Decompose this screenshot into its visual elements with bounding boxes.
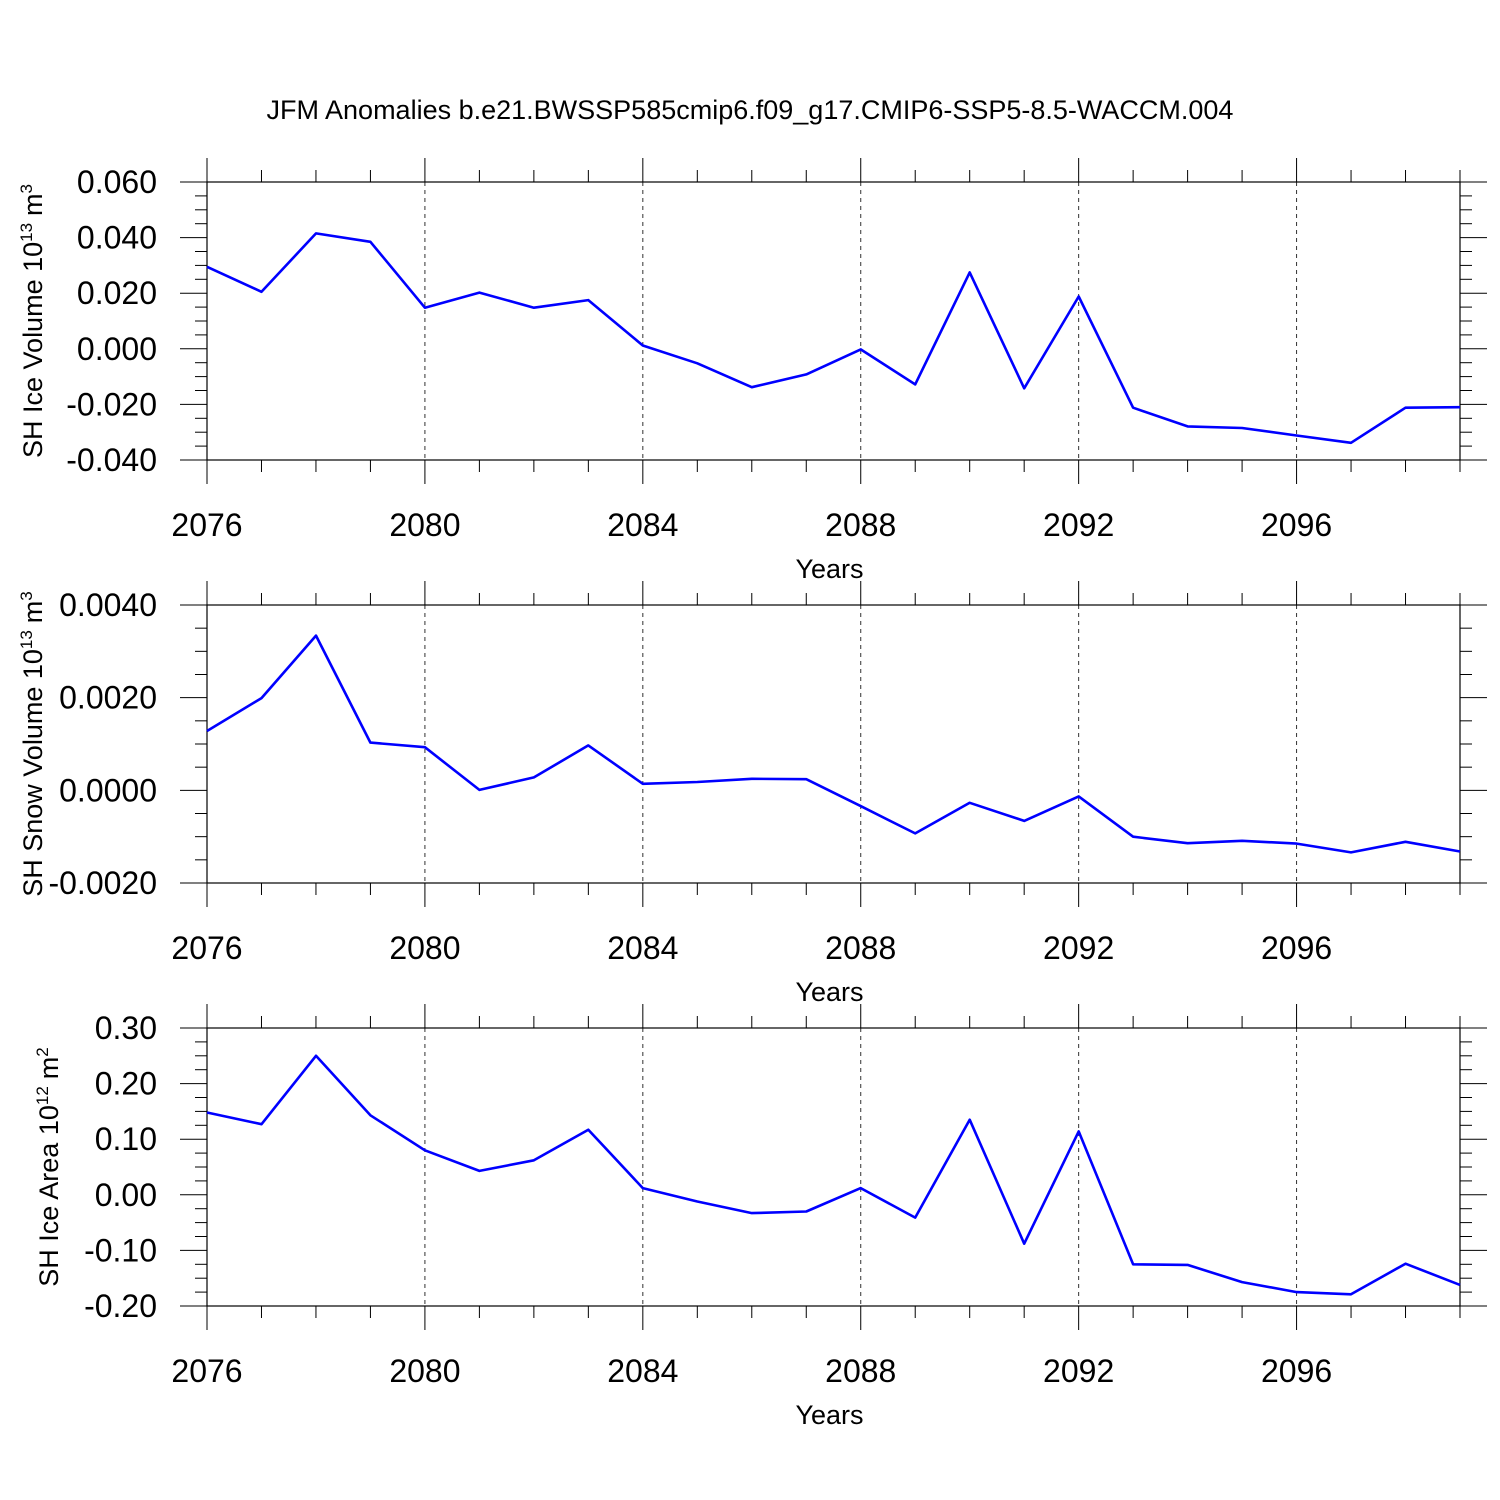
y-axis-label-main: SH Ice Volume 10 [18,242,48,458]
y-axis-label-unit-exponent: 2 [33,1047,52,1056]
x-tick-label: 2096 [1261,930,1332,966]
x-tick-label: 2096 [1261,1353,1332,1389]
y-axis-label-unit-exponent: 3 [17,184,36,193]
chart-panels: 2076 2080 2084 2088 2092 2096 Years -0.040 -0.02… [17,158,1487,1430]
x-tick-label: 2092 [1043,507,1114,543]
x-tick-label: 2080 [389,930,460,966]
series-line-1 [206,1054,1461,1296]
x-tick-label: 2084 [607,1353,678,1389]
x-tick-label: 2092 [1043,1353,1114,1389]
y-axis-label-main: SH Snow Volume 10 [18,649,48,897]
y-tick-label: -0.0020 [48,865,157,901]
x-tick-label: 2088 [825,507,896,543]
series-line-1 [206,232,1461,445]
chart-panel-2: 2076 2080 2084 2088 2092 2096 Years -0.0020 0.00… [17,581,1487,1007]
x-tick-label: 2084 [607,507,678,543]
x-axis-label: Years [795,554,863,584]
y-tick-label: 0.0000 [59,772,157,808]
y-axis-label-exponent: 13 [17,223,36,242]
y-axis-label-unit: m [18,193,48,216]
y-tick-label: 0.20 [95,1066,157,1102]
y-tick-label: 0.060 [77,164,157,200]
x-tick-label: 2088 [825,930,896,966]
x-axis-label: Years [795,1400,863,1430]
y-axis-label-unit: m [34,1057,64,1080]
y-tick-label: -0.10 [84,1232,157,1268]
y-tick-label: 0.00 [95,1177,157,1213]
x-tick-label: 2092 [1043,930,1114,966]
y-tick-label: -0.040 [66,442,157,478]
y-axis-label-main: SH Ice Area 10 [34,1105,64,1287]
x-tick-label: 2096 [1261,507,1332,543]
x-tick-label: 2080 [389,507,460,543]
chart-panel-1: 2076 2080 2084 2088 2092 2096 Years -0.040 -0.02… [17,158,1487,584]
x-axis-label: Years [795,977,863,1007]
y-axis-label: SH Ice Area 1012 m2 [33,1047,64,1287]
x-tick-label: 2076 [171,930,242,966]
chart-panel-3: 2076 2080 2084 2088 2092 2096 Years -0.20 -0.10 0… [33,1004,1487,1430]
series-line-1 [206,634,1461,854]
y-tick-label: 0.000 [77,331,157,367]
x-tick-label: 2080 [389,1353,460,1389]
x-tick-label: 2088 [825,1353,896,1389]
y-tick-label: 0.10 [95,1121,157,1157]
figure-title: JFM Anomalies b.e21.BWSSP585cmip6.f09_g1… [267,95,1234,125]
y-axis-label-unit-exponent: 3 [17,591,36,600]
y-tick-label: 0.0040 [59,587,157,623]
y-tick-label: -0.020 [66,386,157,422]
plot-frame [206,1027,1461,1307]
plot-frame [206,181,1461,461]
y-tick-label: 0.040 [77,220,157,256]
y-tick-label: 0.020 [77,275,157,311]
x-tick-label: 2084 [607,930,678,966]
y-tick-label: 0.30 [95,1010,157,1046]
y-axis-label: SH Ice Volume 1013 m3 [17,184,48,458]
y-tick-label: -0.20 [84,1288,157,1324]
x-tick-label: 2076 [171,507,242,543]
y-tick-label: 0.0020 [59,680,157,716]
y-axis-label-unit: m [18,601,48,624]
y-axis-label-exponent: 12 [33,1086,52,1105]
y-axis-label-exponent: 13 [17,630,36,649]
y-axis-label: SH Snow Volume 1013 m3 [17,591,48,897]
x-tick-label: 2076 [171,1353,242,1389]
